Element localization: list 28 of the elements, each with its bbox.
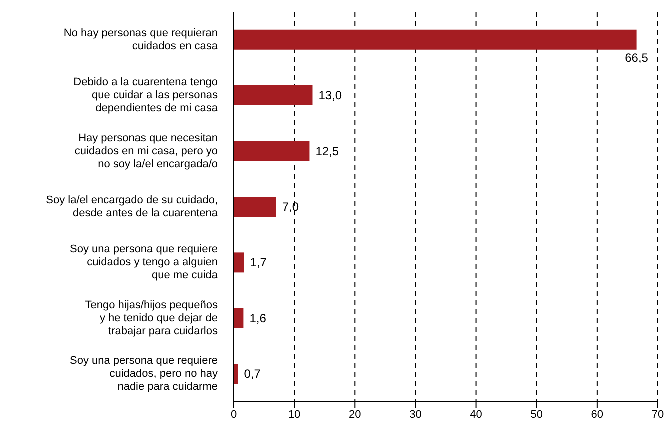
data-label: 7,0 bbox=[282, 200, 300, 214]
y-tick-label: Debido a la cuarentena tengo que cuidar a las personas dependientes de mi casa bbox=[74, 76, 219, 115]
x-tick-label: 50 bbox=[530, 408, 543, 421]
y-tick-label: Soy la/el encargado de su cuidado, desde antes de la cuarentena bbox=[46, 194, 219, 220]
y-tick-label: No hay personas que requieran cuidados en casa bbox=[64, 27, 219, 52]
x-tick-label: 70 bbox=[652, 408, 664, 421]
x-tick-label: 0 bbox=[230, 408, 238, 421]
y-tick-label: Soy una persona que requiere cuidados, pero no hay nadie para cuidarme bbox=[70, 355, 218, 394]
data-label: 0,7 bbox=[244, 367, 262, 382]
bar bbox=[234, 86, 313, 106]
bar bbox=[234, 196, 276, 217]
x-tick-label: 40 bbox=[470, 408, 482, 421]
bar bbox=[234, 30, 637, 50]
data-label: 1,6 bbox=[250, 311, 267, 326]
data-label: 13,0 bbox=[318, 88, 342, 103]
data-label: 12,5 bbox=[316, 144, 340, 158]
data-label: 66,5 bbox=[625, 50, 649, 65]
data-label: 1,7 bbox=[250, 256, 268, 270]
bar bbox=[234, 308, 244, 328]
x-tick-label: 20 bbox=[349, 408, 362, 421]
x-tick-label: 60 bbox=[591, 408, 604, 421]
x-tick-label: 10 bbox=[288, 408, 301, 421]
y-tick-label: Hay personas que necesitan cuidados en mi casa, pero yo no soy la/el encargada/o bbox=[74, 132, 218, 170]
y-tick-label: Tengo hijas/hijos pequeños y he tenido que dejar de trabajar para cuidarlos bbox=[85, 299, 218, 338]
bar bbox=[234, 141, 310, 162]
y-tick-label: Soy una persona que requiere cuidados y tengo a alguien que me cuida bbox=[70, 244, 219, 282]
x-tick-label: 30 bbox=[410, 408, 422, 421]
bar bbox=[234, 252, 244, 273]
